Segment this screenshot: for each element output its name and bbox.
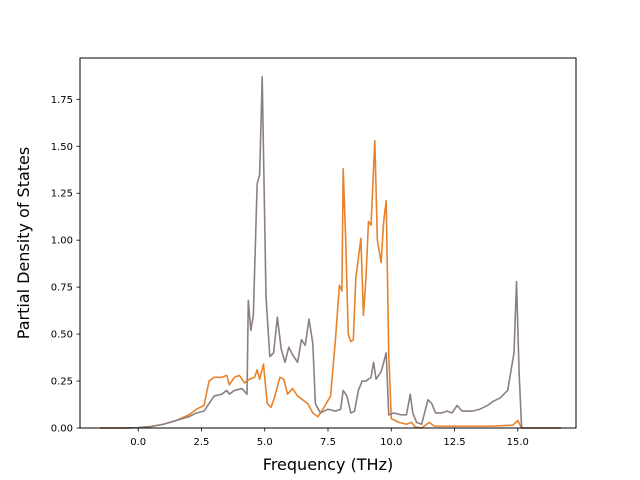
x-tick-label: 5.0 <box>257 437 273 448</box>
y-tick-label: 0.25 <box>51 377 73 388</box>
x-tick-label: 2.5 <box>194 437 210 448</box>
y-tick-label: 0.50 <box>51 330 73 341</box>
x-tick-label: 12.5 <box>443 437 465 448</box>
x-tick-label: 0.0 <box>130 437 146 448</box>
series-line-1 <box>100 139 561 429</box>
y-tick-label: 1.50 <box>51 142 73 153</box>
y-tick-label: 1.00 <box>51 236 73 247</box>
y-tick-label: 0.00 <box>51 424 73 435</box>
series-line-2 <box>100 75 561 429</box>
y-tick-label: 0.75 <box>51 283 73 294</box>
y-tick-label: 1.25 <box>51 189 73 200</box>
x-axis-label: Frequency (THz) <box>263 455 393 474</box>
y-axis-ticks: 0.00 0.25 0.50 0.75 1.00 1.25 1.50 1.75 <box>51 95 80 435</box>
x-tick-label: 15.0 <box>507 437 529 448</box>
x-tick-label: 7.5 <box>320 437 336 448</box>
x-axis-ticks: 0.0 2.5 5.0 7.5 10.0 12.5 15.0 <box>130 428 529 448</box>
y-tick-label: 1.75 <box>51 95 73 106</box>
series-layer <box>100 75 561 429</box>
x-tick-label: 10.0 <box>380 437 402 448</box>
y-axis-label: Partial Density of States <box>14 147 33 339</box>
